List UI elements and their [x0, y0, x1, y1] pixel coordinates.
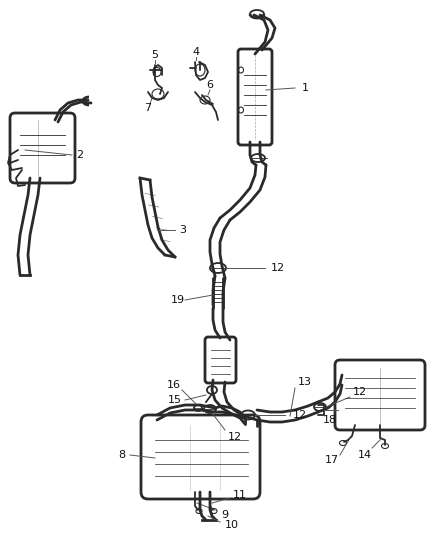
Text: 16: 16	[167, 380, 181, 390]
Text: 18: 18	[323, 415, 337, 425]
Text: 9: 9	[222, 510, 229, 520]
Text: 13: 13	[298, 377, 312, 387]
Text: 12: 12	[271, 263, 285, 273]
Text: 12: 12	[293, 410, 307, 420]
Text: 8: 8	[118, 450, 126, 460]
Text: 19: 19	[171, 295, 185, 305]
Text: 6: 6	[206, 80, 213, 90]
Text: 14: 14	[358, 450, 372, 460]
Text: 12: 12	[228, 432, 242, 442]
Text: 7: 7	[145, 103, 152, 113]
Text: 17: 17	[325, 455, 339, 465]
Text: 4: 4	[192, 47, 200, 57]
Text: 12: 12	[353, 387, 367, 397]
Text: 15: 15	[168, 395, 182, 405]
Text: 10: 10	[225, 520, 239, 530]
Text: 11: 11	[233, 490, 247, 500]
Text: 2: 2	[77, 150, 84, 160]
Text: 5: 5	[152, 50, 159, 60]
Text: 3: 3	[180, 225, 187, 235]
Text: 1: 1	[301, 83, 308, 93]
